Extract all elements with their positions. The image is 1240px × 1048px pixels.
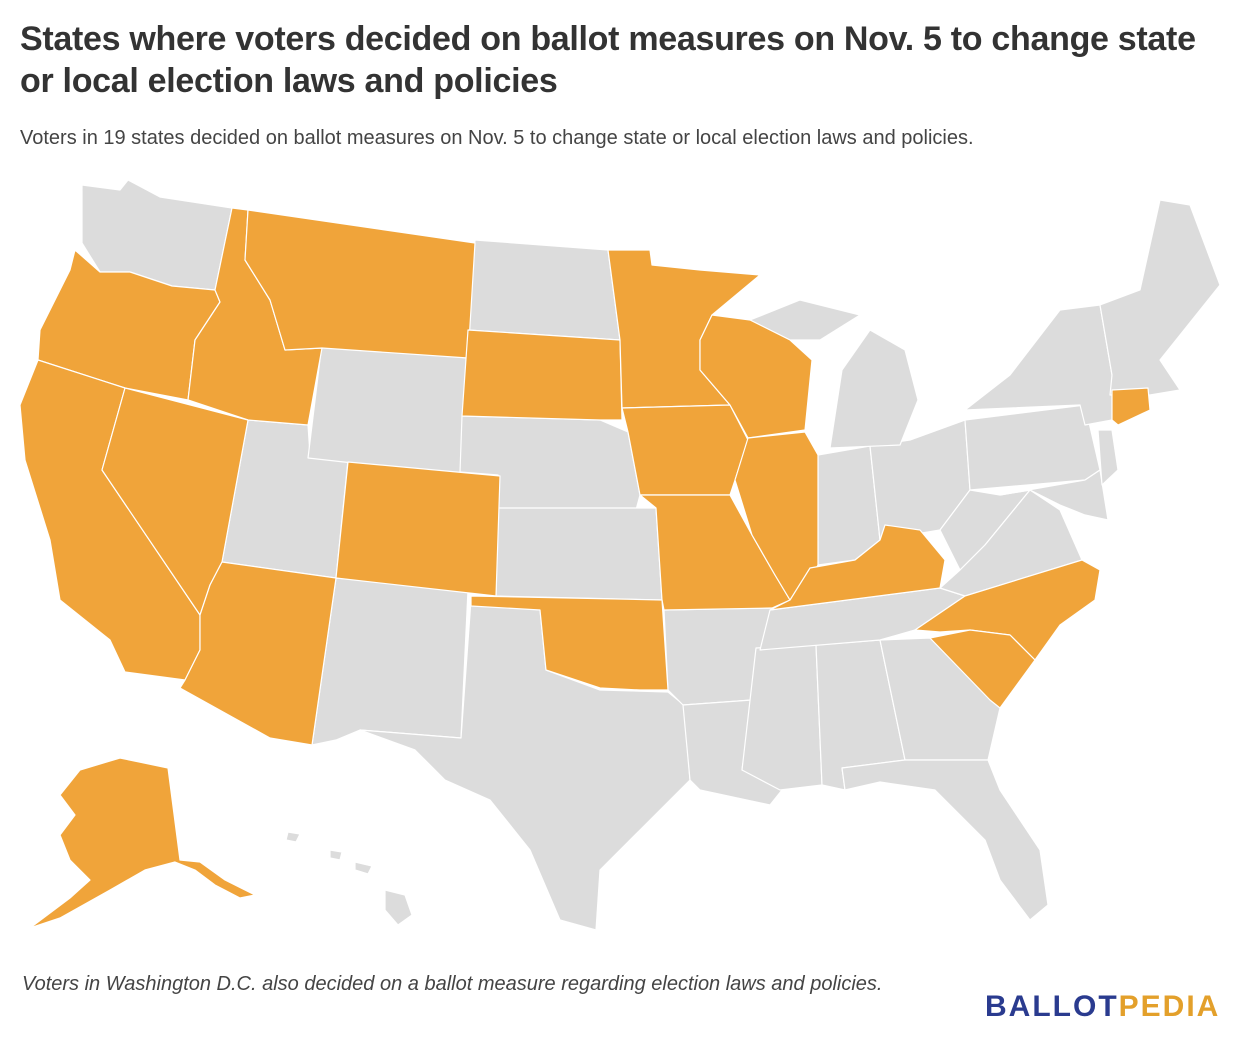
- state-wyoming: [307, 342, 469, 476]
- ballotpedia-logo: BALLOTPEDIA: [985, 990, 1220, 1024]
- chart-title: States where voters decided on ballot me…: [20, 20, 1196, 100]
- footnote: Voters in Washington D.C. also decided o…: [22, 973, 883, 995]
- state-hawaii-2: [285, 831, 373, 875]
- state-new-england: [1099, 199, 1221, 396]
- highlighted-states-layer: [19, 207, 1151, 929]
- state-kansas: [495, 507, 663, 601]
- state-new-jersey: [1097, 429, 1119, 486]
- state-mississippi: [741, 644, 823, 791]
- state-iowa: [621, 404, 749, 496]
- state-michigan: [829, 329, 919, 449]
- logo-part-ballot: BALLOT: [985, 990, 1119, 1023]
- state-montana: [244, 209, 476, 359]
- state-georgia: [879, 637, 1001, 761]
- state-south-dakota: [461, 329, 623, 421]
- logo-part-pedia: PEDIA: [1118, 990, 1221, 1023]
- chart-subtitle: Voters in 19 states decided on ballot me…: [20, 127, 974, 149]
- state-connecticut: [1111, 387, 1151, 426]
- state-pennsylvania: [964, 404, 1101, 491]
- state-colorado: [335, 461, 501, 597]
- state-arizona: [179, 561, 337, 746]
- state-wisconsin: [699, 314, 813, 439]
- state-texas: [359, 599, 691, 931]
- state-new-mexico: [311, 577, 469, 746]
- state-kentucky: [769, 524, 946, 611]
- state-hawaii-1: [384, 889, 413, 926]
- state-north-dakota: [467, 239, 621, 341]
- state-maryland-delaware: [999, 469, 1109, 521]
- state-new-york: [964, 304, 1113, 426]
- us-states-map: [19, 179, 1221, 931]
- state-oklahoma: [470, 595, 669, 691]
- state-south-carolina: [929, 629, 1036, 709]
- state-alaska: [29, 757, 256, 929]
- state-florida: [841, 759, 1049, 921]
